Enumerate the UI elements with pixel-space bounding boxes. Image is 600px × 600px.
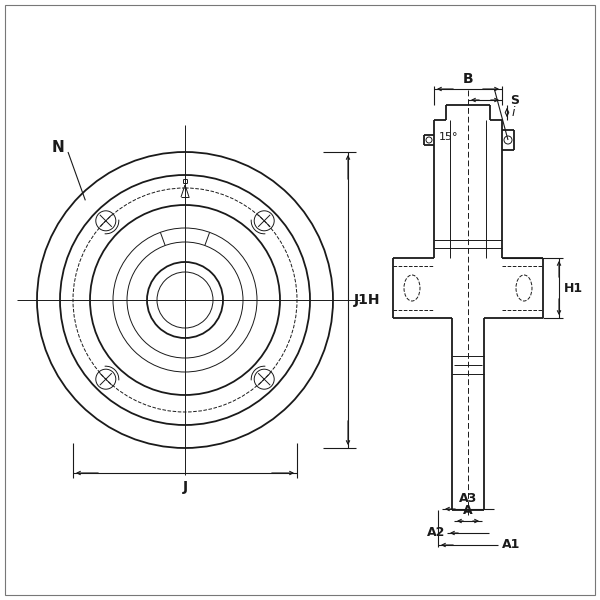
- Text: i: i: [512, 106, 515, 119]
- Text: H1: H1: [564, 281, 583, 295]
- Text: A3: A3: [459, 493, 477, 505]
- Text: A2: A2: [427, 527, 445, 539]
- Text: S: S: [510, 94, 519, 107]
- Text: N: N: [52, 140, 64, 155]
- Text: J: J: [182, 480, 188, 494]
- Text: J1H: J1H: [354, 293, 380, 307]
- Text: A1: A1: [502, 539, 520, 551]
- Text: B: B: [463, 72, 473, 86]
- Text: 15°: 15°: [439, 132, 458, 142]
- Text: A: A: [463, 505, 473, 517]
